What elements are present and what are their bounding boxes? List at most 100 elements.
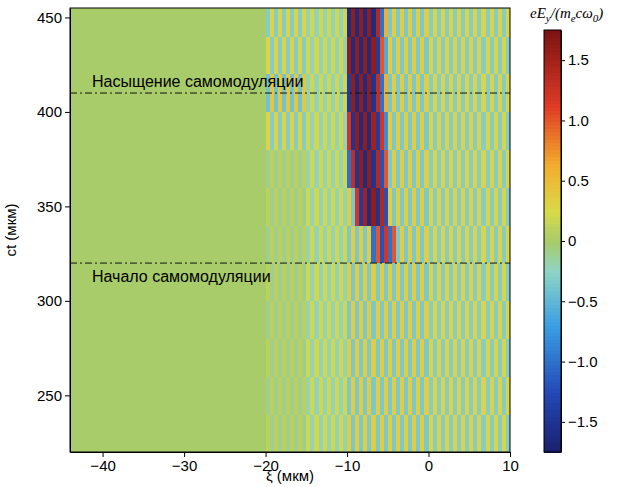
colorbar-swatch	[544, 76, 561, 80]
heatmap-cell	[380, 414, 384, 452]
heatmap-cell	[286, 187, 290, 225]
heatmap-cell	[302, 8, 306, 37]
colorbar-axis-tick: 1.0	[561, 112, 589, 129]
colorbar-swatch	[544, 382, 561, 386]
heatmap-cell	[461, 414, 465, 452]
colorbar-swatch	[544, 202, 561, 206]
colorbar-swatch	[544, 86, 561, 90]
heatmap-cell	[339, 112, 343, 150]
colorbar-axis-tick-label: −1.5	[568, 413, 598, 430]
heatmap-cell	[363, 8, 367, 37]
heatmap-cell	[359, 112, 363, 150]
heatmap-cell	[367, 263, 371, 301]
heatmap-cell	[433, 8, 437, 37]
colorbar-swatch	[544, 118, 561, 122]
heatmap-cell	[286, 225, 290, 263]
heatmap-cell	[437, 339, 441, 377]
heatmap-cell	[429, 414, 433, 452]
colorbar-swatch	[544, 216, 561, 220]
heatmap-cell	[335, 376, 339, 414]
heatmap-cell	[481, 263, 485, 301]
heatmap-cell	[420, 339, 424, 377]
heatmap-cell	[441, 339, 445, 377]
heatmap-cell	[461, 187, 465, 225]
heatmap-cell	[433, 263, 437, 301]
x-axis-tick-label: 0	[425, 457, 433, 474]
heatmap-cell	[363, 301, 367, 339]
heatmap-cell	[367, 414, 371, 452]
heatmap-cell	[331, 150, 335, 188]
heatmap-cell	[469, 263, 473, 301]
heatmap-cell	[457, 8, 461, 37]
heatmap-cell	[286, 150, 290, 188]
heatmap-cell	[408, 112, 412, 150]
heatmap-cell	[363, 263, 367, 301]
heatmap-cell	[335, 150, 339, 188]
heatmap-cell	[388, 414, 392, 452]
heatmap-cell	[433, 225, 437, 263]
heatmap-cell	[266, 225, 270, 263]
heatmap-cell	[343, 339, 347, 377]
heatmap-cell	[424, 150, 428, 188]
heatmap-cell	[502, 8, 506, 37]
y-axis-tick-mark	[65, 112, 70, 113]
heatmap-cell	[506, 414, 510, 452]
heatmap-cell	[380, 263, 384, 301]
heatmap-cell	[477, 112, 481, 150]
heatmap-cell	[278, 8, 282, 37]
heatmap-cell	[278, 414, 282, 452]
heatmap-cell	[473, 36, 477, 74]
heatmap-cell	[490, 263, 494, 301]
colorbar-swatch	[544, 304, 561, 308]
colorbar-title: eEy/(mecω0)	[530, 5, 603, 24]
heatmap-cell	[469, 150, 473, 188]
heatmap-cell	[469, 376, 473, 414]
heatmap-cell	[433, 301, 437, 339]
colorbar-swatch	[544, 195, 561, 199]
heatmap-cell	[441, 187, 445, 225]
heatmap-cell	[266, 376, 270, 414]
heatmap-cell	[371, 150, 375, 188]
heatmap-cell	[396, 263, 400, 301]
colorbar-swatch	[544, 171, 561, 175]
colorbar-swatch	[544, 336, 561, 340]
heatmap-cell	[331, 376, 335, 414]
heatmap-cell	[278, 112, 282, 150]
heatmap-cell	[343, 225, 347, 263]
heatmap-cell	[302, 187, 306, 225]
heatmap-cell	[498, 301, 502, 339]
colorbar-swatch	[544, 287, 561, 291]
colorbar-swatch	[544, 266, 561, 270]
heatmap-cell	[339, 301, 343, 339]
heatmap-cell	[424, 376, 428, 414]
colorbar-swatch	[544, 213, 561, 217]
heatmap-cell	[400, 225, 404, 263]
heatmap-cell	[404, 376, 408, 414]
heatmap-cell	[351, 376, 355, 414]
heatmap-cell	[371, 339, 375, 377]
heatmap-cell	[347, 376, 351, 414]
heatmap-cell	[429, 339, 433, 377]
heatmap-cell	[416, 187, 420, 225]
y-axis: 250300350400450	[37, 9, 71, 453]
heatmap-cell	[392, 263, 396, 301]
colorbar-axis-tick-mark	[561, 181, 565, 182]
heatmap-cell	[473, 187, 477, 225]
heatmap-cell	[412, 187, 416, 225]
heatmap-cell	[347, 414, 351, 452]
heatmap-cell	[465, 301, 469, 339]
colorbar-swatch	[544, 252, 561, 256]
colorbar-swatch	[544, 93, 561, 97]
heatmap-cell	[323, 225, 327, 263]
heatmap-cell	[363, 36, 367, 74]
heatmap-cell	[327, 414, 331, 452]
heatmap-cell	[457, 150, 461, 188]
colorbar-swatch	[544, 364, 561, 368]
heatmap-cell	[380, 301, 384, 339]
colorbar-swatch	[544, 361, 561, 365]
heatmap-cell	[404, 8, 408, 37]
heatmap-cell	[498, 112, 502, 150]
heatmap-cell	[445, 112, 449, 150]
heatmap-cell	[286, 414, 290, 452]
heatmap-cell	[465, 187, 469, 225]
